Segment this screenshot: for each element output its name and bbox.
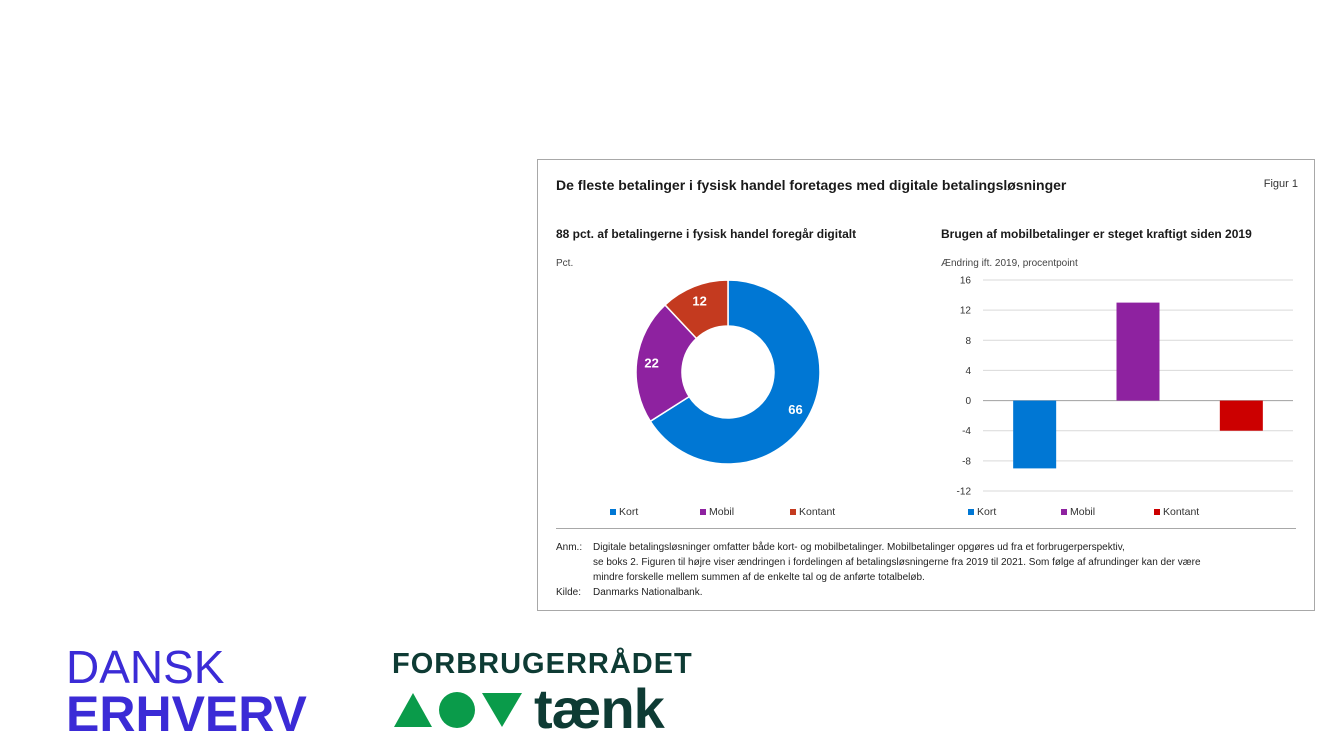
bar-ytick-label: 16 bbox=[960, 276, 972, 287]
kilde-text: Danmarks Nationalbank. bbox=[593, 587, 703, 598]
figure-notes: Anm.: Digitale betalingsløsninger omfatt… bbox=[556, 540, 1296, 600]
donut-legend: Kort Mobil Kontant bbox=[610, 506, 880, 518]
notes-divider bbox=[556, 528, 1296, 529]
legend-item-mobil: Mobil bbox=[700, 506, 790, 518]
legend-swatch bbox=[968, 509, 974, 515]
bar-legend: Kort Mobil Kontant bbox=[968, 506, 1247, 518]
taenk-logo-word: tænk bbox=[534, 677, 665, 740]
legend-item-kontant: Kontant bbox=[790, 506, 880, 518]
anm-text-2: se boks 2. Figuren til højre viser ændri… bbox=[593, 557, 1201, 568]
dansk-erhverv-logo-line2: ERHVERV bbox=[66, 686, 307, 742]
kilde-label: Kilde: bbox=[556, 587, 582, 598]
taenk-shapes-icon bbox=[394, 692, 522, 728]
legend-label: Kontant bbox=[799, 506, 836, 518]
legend-label: Mobil bbox=[709, 506, 735, 518]
legend-item-mobil: Mobil bbox=[1061, 506, 1154, 518]
bar-mobil bbox=[1116, 302, 1160, 401]
donut-label-kort: 66 bbox=[788, 402, 802, 417]
bar-kort bbox=[1013, 400, 1057, 469]
legend-swatch bbox=[700, 509, 706, 515]
donut-slice-kort bbox=[649, 279, 821, 465]
bar-ytick-label: 0 bbox=[965, 396, 971, 407]
donut-label-kontant: 12 bbox=[692, 293, 706, 308]
bar-ytick-label: 8 bbox=[965, 336, 971, 347]
donut-label-mobil: 22 bbox=[644, 355, 658, 370]
legend-item-kort: Kort bbox=[610, 506, 700, 518]
legend-label: Kort bbox=[977, 506, 997, 518]
forbrugerraadet-taenk-logo: FORBRUGERRÅDET tænk bbox=[392, 648, 693, 740]
anm-label: Anm.: bbox=[556, 542, 583, 553]
bar-ytick-label: -4 bbox=[962, 426, 971, 437]
bar-ytick-label: 12 bbox=[960, 306, 972, 317]
bar-ytick-label: -12 bbox=[957, 487, 972, 498]
bar-chart-ylabel: Ændring ift. 2019, procentpoint bbox=[941, 258, 1078, 269]
bar-kontant bbox=[1219, 400, 1263, 431]
bar-ytick-label: -8 bbox=[962, 456, 971, 467]
donut-chart-title: 88 pct. af betalingerne i fysisk handel … bbox=[556, 227, 857, 241]
bar-chart-title: Brugen af mobilbetalinger er steget kraf… bbox=[941, 227, 1252, 241]
dansk-erhverv-logo-line1: DANSK bbox=[66, 641, 225, 693]
figure-panel: De fleste betalinger i fysisk handel for… bbox=[537, 159, 1315, 611]
dansk-erhverv-logo: DANSK ERHVERV bbox=[66, 641, 307, 742]
legend-swatch bbox=[1154, 509, 1160, 515]
legend-label: Kontant bbox=[1163, 506, 1200, 518]
donut-slice-kontant bbox=[663, 279, 729, 340]
legend-swatch bbox=[610, 509, 616, 515]
figure-title: De fleste betalinger i fysisk handel for… bbox=[556, 177, 1067, 193]
legend-label: Kort bbox=[619, 506, 639, 518]
legend-item-kort: Kort bbox=[968, 506, 1061, 518]
legend-swatch bbox=[1061, 509, 1067, 515]
bar-chart: 16 12 8 4 0 -4 -8 -12 bbox=[957, 276, 1293, 498]
legend-item-kontant: Kontant bbox=[1154, 506, 1247, 518]
figure-label: Figur 1 bbox=[1263, 178, 1298, 190]
donut-chart-unit: Pct. bbox=[556, 258, 574, 269]
legend-label: Mobil bbox=[1070, 506, 1096, 518]
anm-text-3: mindre forskelle mellem summen af de enk… bbox=[593, 572, 925, 583]
forbrugerraadet-logo-text: FORBRUGERRÅDET bbox=[392, 648, 693, 680]
anm-text-1: Digitale betalingsløsninger omfatter båd… bbox=[593, 542, 1125, 553]
donut-chart: 66 22 12 bbox=[635, 279, 821, 465]
bar-ytick-label: 4 bbox=[965, 366, 971, 377]
legend-swatch bbox=[790, 509, 796, 515]
